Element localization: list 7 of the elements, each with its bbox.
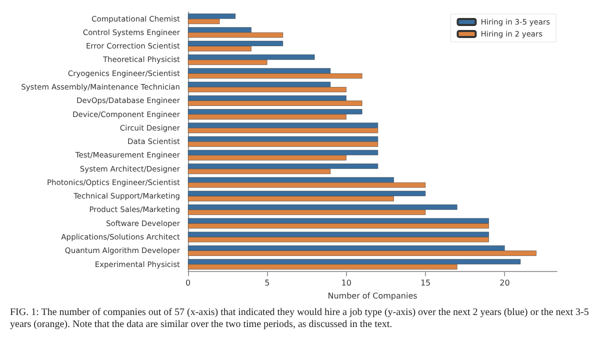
x-tick-label: 0 [185,278,191,288]
x-tick-label: 10 [341,278,352,288]
x-tick-label: 5 [264,278,270,288]
caption: FIG. 1: The number of companies out of 57 (x-axis) that indicated they would hire a job type (y-axis) over the next 2 years (blue) or the next 3-5 years (orange). Note that the data are similar over the two time periods, as discussed in the text. [10,307,590,331]
x-tick-label: 20 [500,278,510,288]
x-tick-label: 15 [420,278,431,288]
x-axis-title: Number of Companies [328,292,418,300]
